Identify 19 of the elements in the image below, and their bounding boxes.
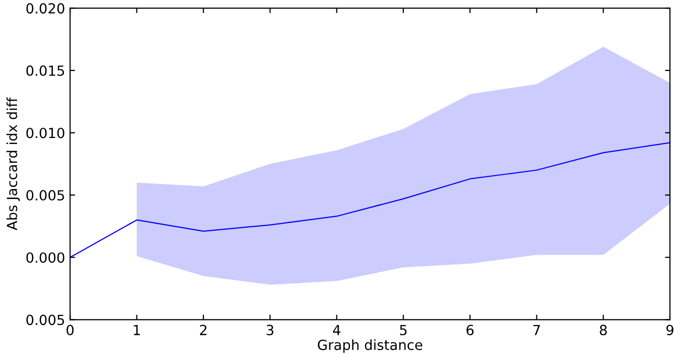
y-tick-label: 0.015	[26, 65, 64, 76]
x-tick-label: 1	[134, 324, 140, 336]
x-axis-title: Graph distance	[318, 339, 422, 353]
x-tick-label: 5	[400, 324, 407, 336]
y-axis-title: Abs Jaccard idx diff	[6, 97, 20, 230]
line-series	[70, 142, 670, 258]
y-tick-label: 0.005	[26, 190, 64, 201]
x-tick-label: 3	[266, 324, 274, 336]
y-tick-label: 0.010	[26, 128, 64, 138]
y-tick-label: 0.000	[26, 252, 64, 263]
y-tick-label: 0.005	[26, 314, 64, 326]
x-tick-label: 6	[466, 324, 474, 336]
x-tick-label: 2	[200, 324, 206, 336]
x-tick-label: 8	[600, 324, 607, 336]
x-tick-label: 4	[332, 324, 340, 336]
y-tick-label: 0.020	[26, 3, 64, 14]
x-tick-label: 9	[666, 324, 674, 336]
x-tick-label: 0	[66, 324, 74, 336]
x-tick-label: 7	[533, 324, 540, 336]
